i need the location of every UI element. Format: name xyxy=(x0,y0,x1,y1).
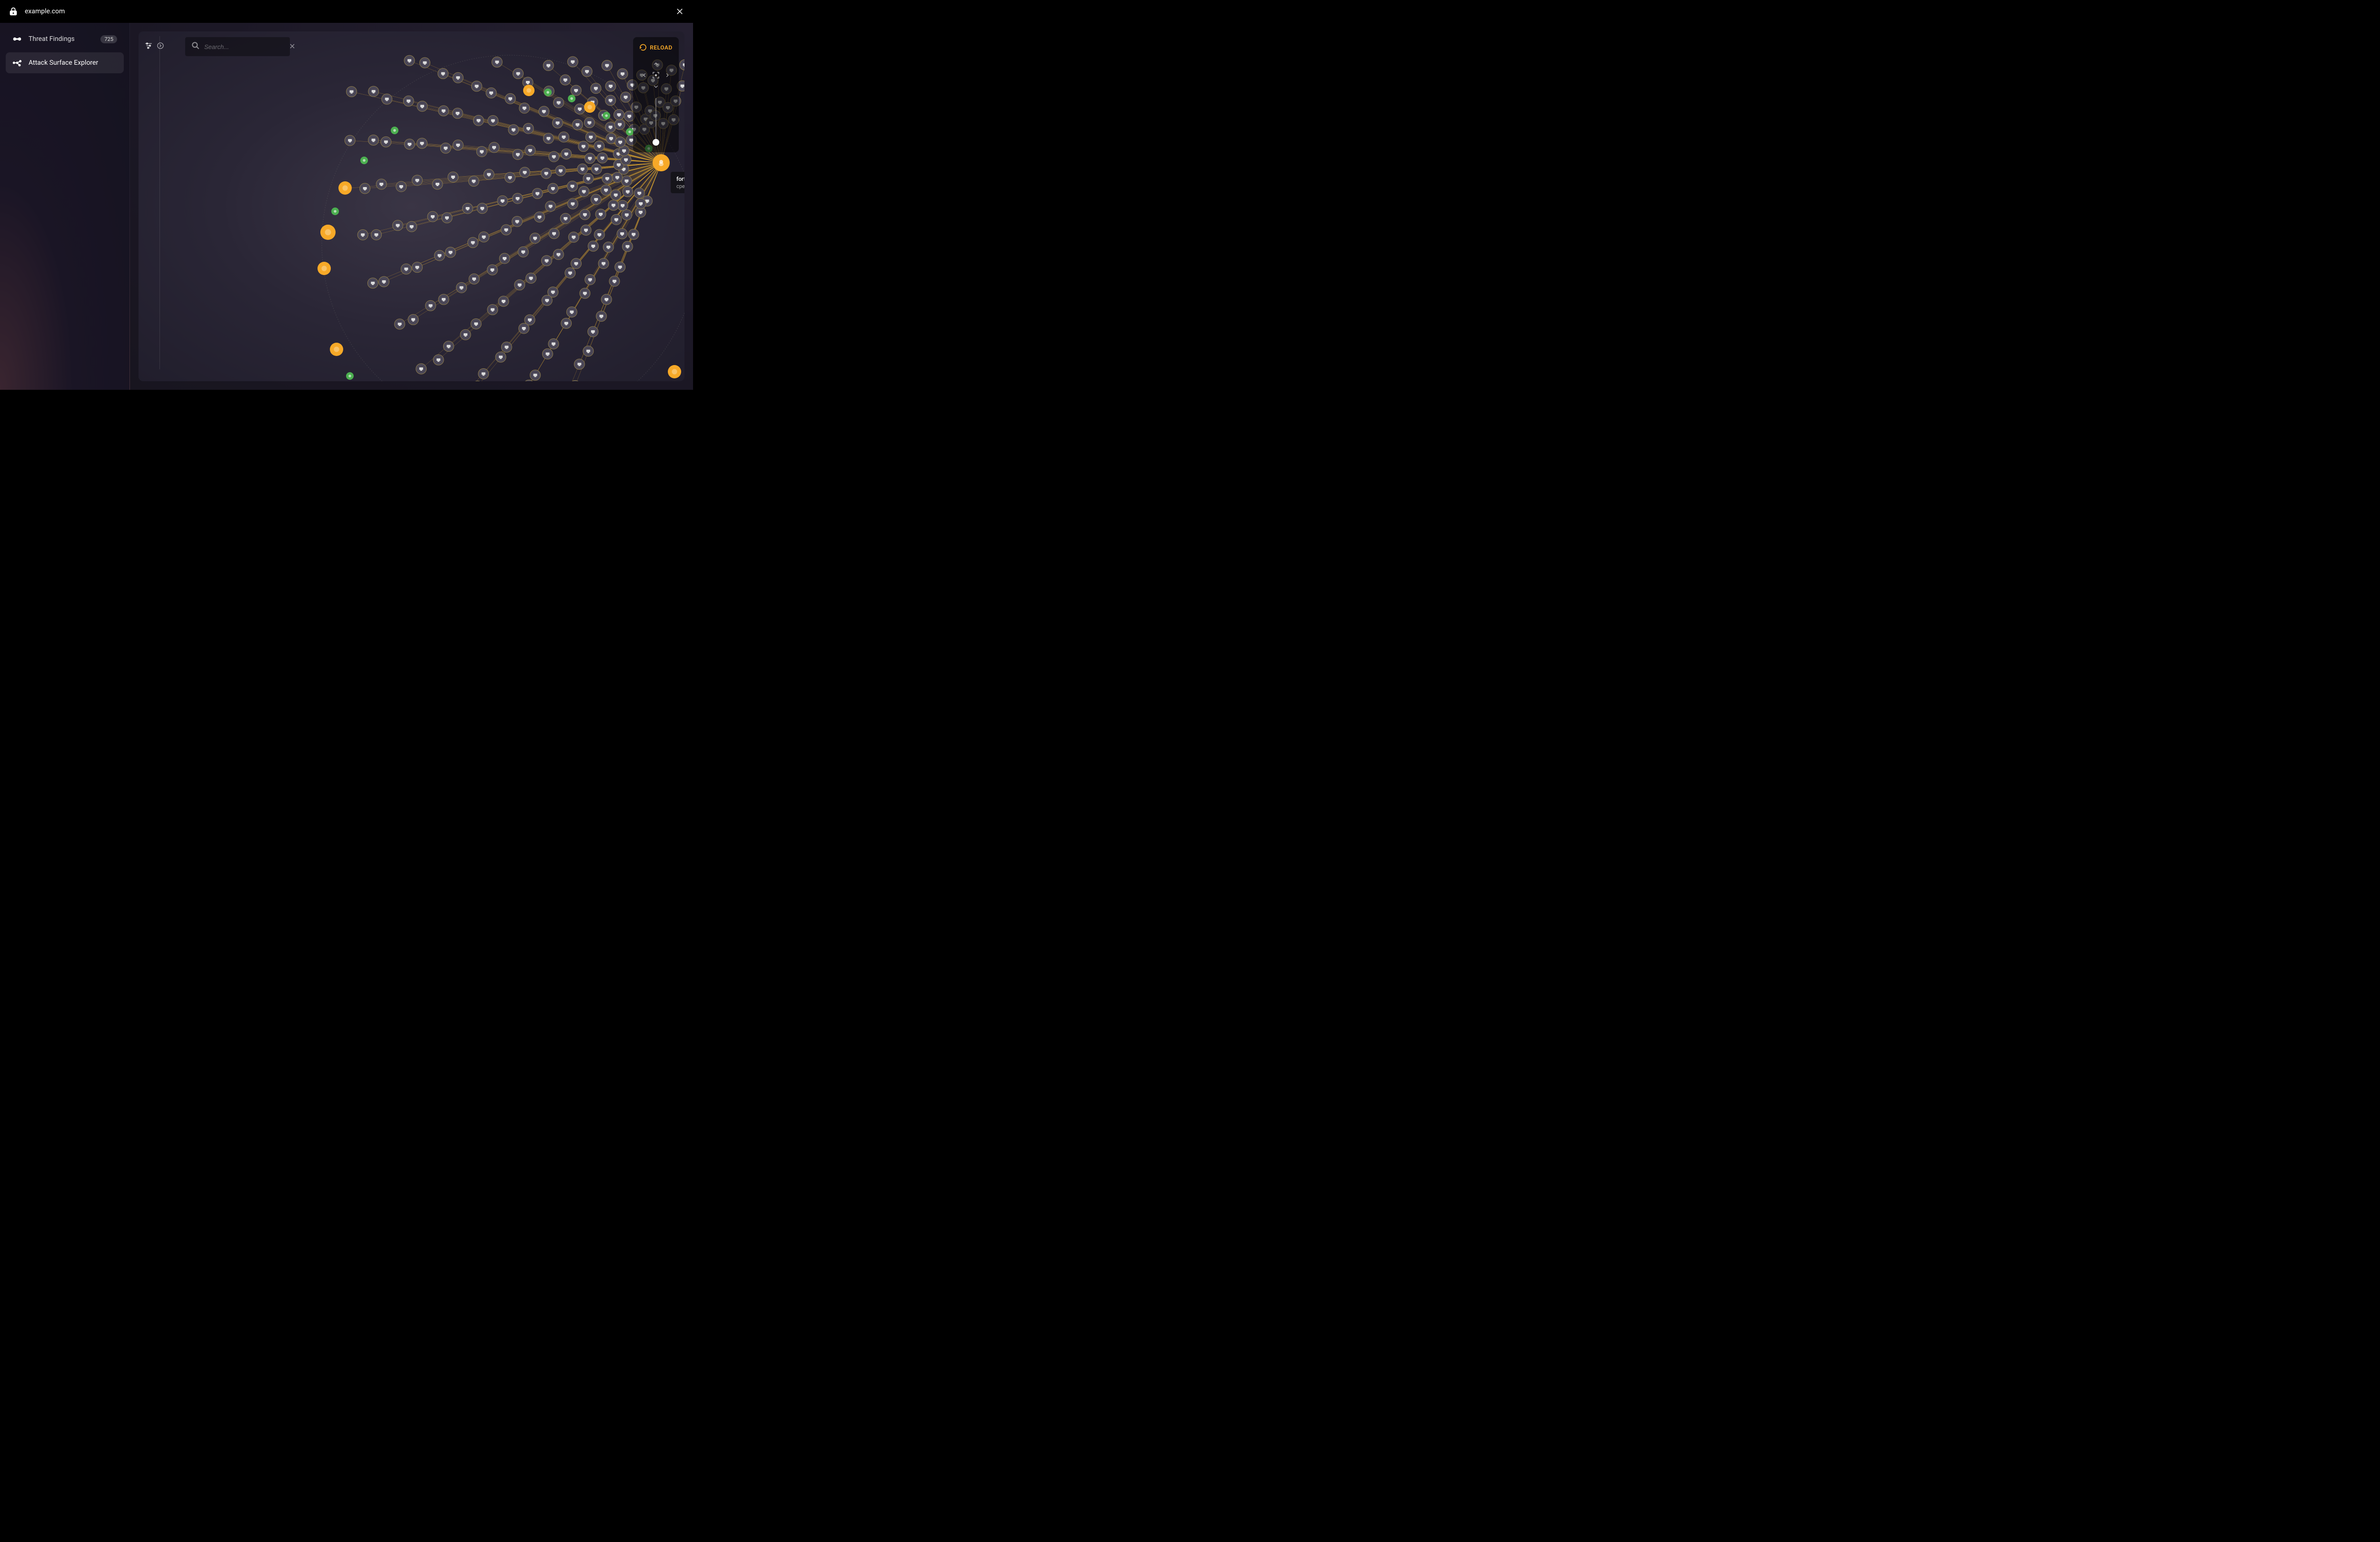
node-tooltip: fortios cpe:2.3:o:fortinet:fortios:*:*:*… xyxy=(671,172,684,193)
content-area: RELOAD xyxy=(130,23,693,390)
header: example.com xyxy=(0,0,693,23)
graph-topbar xyxy=(144,37,290,56)
nav-cross xyxy=(639,58,673,92)
domain-name: example.com xyxy=(25,8,65,15)
close-button[interactable] xyxy=(674,6,685,17)
tooltip-title: fortios xyxy=(676,176,684,182)
network-graph[interactable] xyxy=(139,31,684,381)
graph-panel[interactable]: RELOAD xyxy=(139,31,684,381)
nav-left-button[interactable] xyxy=(639,69,650,81)
control-panel: RELOAD xyxy=(633,37,679,152)
logo-icon xyxy=(8,6,19,17)
search-box xyxy=(185,37,290,56)
search-input[interactable] xyxy=(204,43,289,50)
nav-right-button[interactable] xyxy=(662,69,673,81)
filter-icon[interactable] xyxy=(144,41,153,52)
reload-button[interactable]: RELOAD xyxy=(639,44,672,51)
nav-center-button[interactable] xyxy=(650,69,662,81)
sidebar-badge: 725 xyxy=(100,35,117,43)
sidebar-item-label: Attack Surface Explorer xyxy=(29,59,117,67)
sidebar-item-threat-findings[interactable]: Threat Findings 725 xyxy=(6,29,124,49)
zoom-slider[interactable] xyxy=(655,98,656,146)
search-icon xyxy=(191,41,200,52)
nav-down-button[interactable] xyxy=(650,81,662,92)
sidebar-item-label: Threat Findings xyxy=(29,35,94,43)
threat-icon xyxy=(12,34,22,44)
reload-icon xyxy=(639,44,647,51)
sidebar-item-attack-surface[interactable]: Attack Surface Explorer xyxy=(6,52,124,73)
search-clear-icon[interactable] xyxy=(289,42,296,51)
sidebar: Threat Findings 725 Attack Surface Explo… xyxy=(0,23,130,390)
expand-icon[interactable] xyxy=(157,42,164,51)
zoom-handle[interactable] xyxy=(653,139,659,146)
network-icon xyxy=(12,58,22,68)
nav-up-button[interactable] xyxy=(650,58,662,69)
tooltip-subtitle: cpe:2.3:o:fortinet:fortios:*:*:*:*:*:*:*… xyxy=(676,183,684,189)
